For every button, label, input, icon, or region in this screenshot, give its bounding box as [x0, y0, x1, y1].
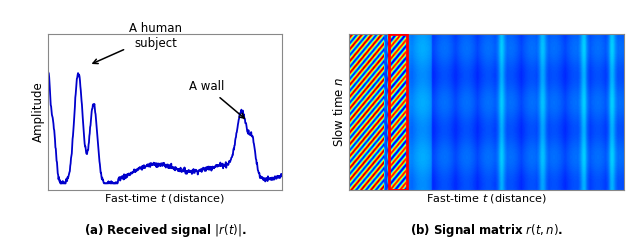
- X-axis label: Fast-time $t$ (distance): Fast-time $t$ (distance): [104, 192, 225, 205]
- X-axis label: Fast-time $t$ (distance): Fast-time $t$ (distance): [426, 192, 547, 205]
- Bar: [388, 34, 406, 190]
- Text: A human
subject: A human subject: [93, 22, 182, 64]
- Y-axis label: Slow time $n$: Slow time $n$: [332, 77, 346, 147]
- Y-axis label: Amplitude: Amplitude: [32, 81, 45, 142]
- Text: A wall: A wall: [189, 80, 244, 118]
- Text: (a) Received signal $|r(t)|$.: (a) Received signal $|r(t)|$.: [84, 222, 246, 239]
- Text: (b) Signal matrix $r(t, n)$.: (b) Signal matrix $r(t, n)$.: [410, 222, 563, 239]
